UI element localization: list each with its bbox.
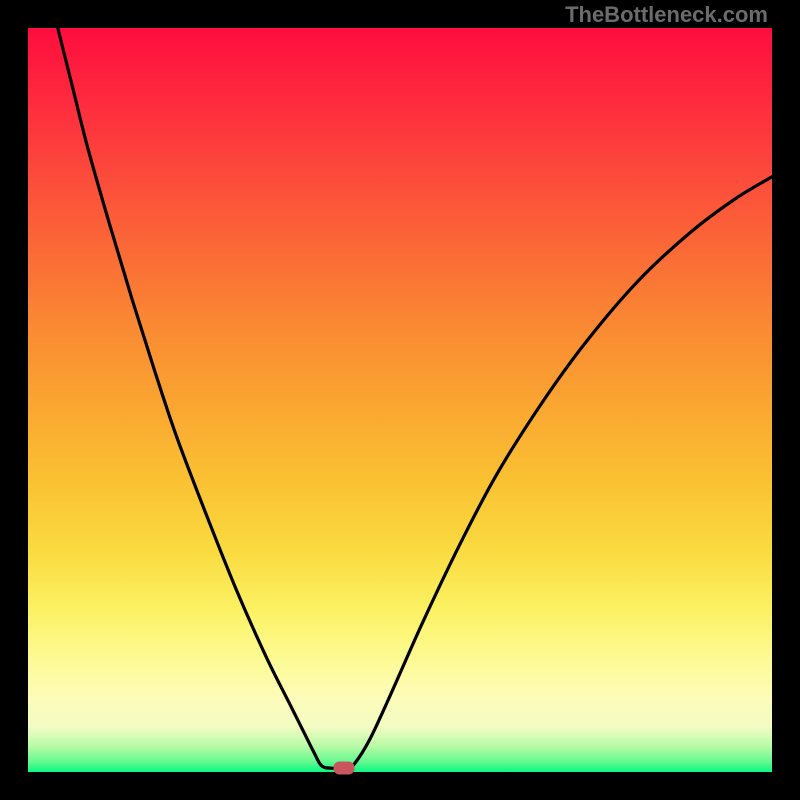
watermark-text: TheBottleneck.com xyxy=(565,2,768,28)
optimal-marker xyxy=(334,761,355,774)
plot-area xyxy=(28,28,772,772)
bottleneck-curve xyxy=(28,28,772,772)
